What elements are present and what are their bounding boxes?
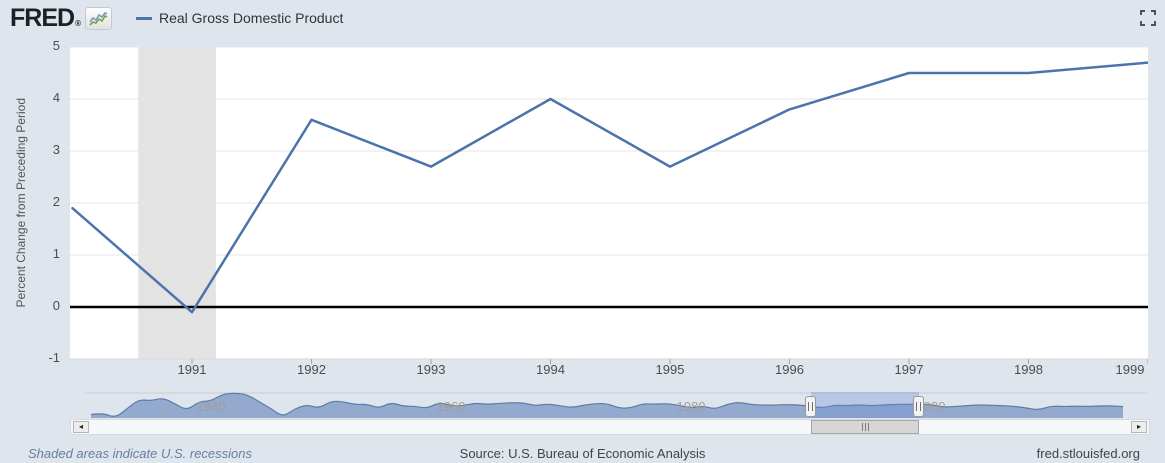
recession-note-link[interactable]: Shaded areas indicate U.S. recessions (28, 446, 253, 461)
x-axis-tick-label: 1997 (894, 362, 924, 377)
gdp-line (71, 61, 1148, 314)
decade-label: 1940 (196, 399, 226, 414)
handle-grip-icon (916, 402, 921, 411)
scrollbar-track[interactable]: ◂ ▸ (70, 419, 1150, 435)
scroll-left-icon: ◂ (78, 422, 83, 431)
scroll-left-button[interactable]: ◂ (73, 421, 89, 433)
scroll-right-button[interactable]: ▸ (1131, 421, 1147, 433)
y-axis-tick-label: 4 (52, 90, 60, 105)
x-axis-tick-label: 1993 (416, 362, 446, 377)
site-link[interactable]: fred.stlouisfed.org (1036, 446, 1140, 461)
x-axis-tick-label: 1992 (297, 362, 326, 377)
y-axis-tick-label: 0 (52, 298, 60, 313)
x-axis-tick-label: 1998 (1014, 362, 1043, 377)
registered-mark: ® (75, 18, 81, 28)
thumb-grip-icon (861, 423, 869, 431)
main-chart-plot-area[interactable] (70, 47, 1148, 365)
x-axis-tick-label: 1994 (536, 362, 565, 377)
scrollbar-thumb[interactable] (811, 420, 919, 434)
range-handle-left[interactable] (805, 396, 816, 417)
decade-label: 1960 (436, 399, 466, 414)
y-axis-tick-label: -1 (48, 350, 60, 365)
y-axis-tick-label: 2 (52, 194, 60, 209)
legend-label: Real Gross Domestic Product (158, 10, 344, 26)
source-text: Source: U.S. Bureau of Economic Analysis (459, 446, 706, 461)
x-axis-tick-label: 1995 (655, 362, 685, 377)
x-axis-tick-label: 1996 (775, 362, 804, 377)
y-axis-tick-label: 5 (52, 38, 60, 53)
scroll-right-icon: ▸ (1136, 422, 1141, 431)
range-selector[interactable] (70, 390, 1150, 419)
selection-highlight (811, 392, 919, 418)
series-legend: Real Gross Domestic Product (135, 10, 344, 26)
navigator-area-outline (90, 392, 1124, 417)
navigator-area (91, 393, 1123, 418)
y-axis-tick-label: 1 (52, 246, 60, 261)
legend-line-swatch (135, 16, 152, 20)
header: FRED® Real Gross Domestic Product (0, 0, 1165, 36)
x-axis-tick-label: 1999 (1115, 362, 1145, 377)
fred-sparkline-icon (84, 6, 112, 30)
y-axis-tick-label: 3 (52, 142, 60, 157)
fullscreen-icon[interactable] (1139, 9, 1157, 27)
range-handle-right[interactable] (913, 396, 924, 417)
x-axis-tick-label: 1991 (177, 362, 207, 377)
fred-logo: FRED® (10, 3, 81, 32)
decade-label: 1980 (676, 399, 706, 414)
handle-grip-icon (808, 402, 813, 411)
